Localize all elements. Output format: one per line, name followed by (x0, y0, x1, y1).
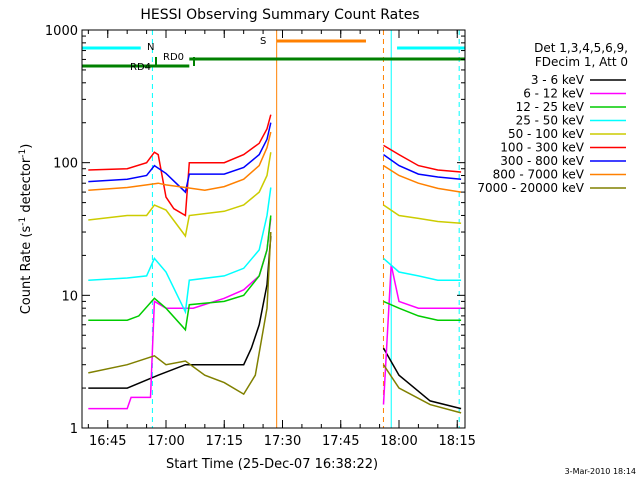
y-tick-label: 1 (70, 422, 78, 437)
y-tick-label: 10 (61, 289, 78, 304)
series-line-4 (88, 152, 272, 238)
chart-title: HESSI Observing Summary Count Rates (140, 7, 419, 23)
y-tick-label: 100 (53, 157, 78, 172)
y-axis-label: Count Rate (s-1 detector-1) (18, 144, 34, 315)
series-line-5 (383, 144, 462, 173)
flag-label-s: S (260, 36, 266, 47)
x-tick-label: 17:00 (147, 434, 184, 449)
series-line-0 (382, 347, 462, 410)
y-axis-label-end: ) (19, 144, 34, 149)
y-axis-label-sup2: -1 (18, 149, 28, 158)
series-line-3 (88, 187, 272, 315)
series-line-1 (382, 264, 462, 405)
x-axis-label: Start Time (25-Dec-07 16:38:22) (166, 457, 378, 472)
legend-label: 100 - 300 keV (500, 141, 584, 155)
series-line-7 (383, 164, 462, 193)
flag-label-rd0: RD0 (163, 52, 184, 63)
series-line-6 (383, 153, 462, 180)
x-tick-label: 18:15 (438, 434, 475, 449)
axis-layer: 1 10 100 1000 16:45 17:00 17:15 17:30 17:45 18:00… (45, 24, 476, 449)
y-axis-label-mid: detector (19, 157, 34, 217)
series-line-4 (383, 204, 462, 224)
series-line-1 (88, 218, 272, 410)
plot-frame (81, 29, 466, 429)
y-axis-label-sup: -1 (18, 217, 28, 226)
timestamp: 3-Mar-2010 18:14 (565, 467, 636, 476)
series-line-3 (383, 257, 462, 281)
series-layer (88, 114, 462, 414)
series-line-8 (382, 364, 462, 414)
flag-layer: N S RD0 RD4 (82, 30, 465, 428)
x-tick-label: 16:45 (89, 434, 126, 449)
y-tick-label: 1000 (45, 24, 78, 39)
legend-label: 50 - 100 keV (508, 127, 585, 141)
x-tick-label: 17:15 (206, 434, 243, 449)
series-line-5 (88, 114, 272, 217)
y-axis-label-start: Count Rate (s (19, 226, 34, 315)
flag-label-n: N (147, 42, 154, 53)
legend-label: 7000 - 20000 keV (477, 181, 584, 195)
legend-label: 25 - 50 keV (516, 114, 585, 128)
legend-label: 300 - 800 keV (500, 154, 584, 168)
legend-header-line-2: FDecim 1, Att 0 (535, 55, 628, 69)
legend-header-line-1: Det 1,3,4,5,6,9, (534, 41, 628, 55)
flag-label-rd4: RD4 (130, 62, 151, 73)
x-tick-label: 17:45 (322, 434, 359, 449)
series-line-2 (383, 300, 462, 321)
legend-label: 800 - 7000 keV (493, 168, 585, 182)
legend-label: 6 - 12 keV (523, 87, 585, 101)
series-line-8 (88, 231, 272, 396)
series-line-7 (88, 131, 272, 191)
series-line-0 (88, 235, 272, 389)
x-tick-label: 18:00 (380, 434, 417, 449)
series-line-2 (88, 215, 272, 332)
legend-label: 12 - 25 keV (516, 100, 585, 114)
legend: Det 1,3,4,5,6,9, FDecim 1, Att 0 3 - 6 k… (477, 41, 628, 195)
series-line-6 (88, 122, 272, 194)
legend-label: 3 - 6 keV (531, 73, 585, 87)
x-tick-label: 17:30 (264, 434, 301, 449)
